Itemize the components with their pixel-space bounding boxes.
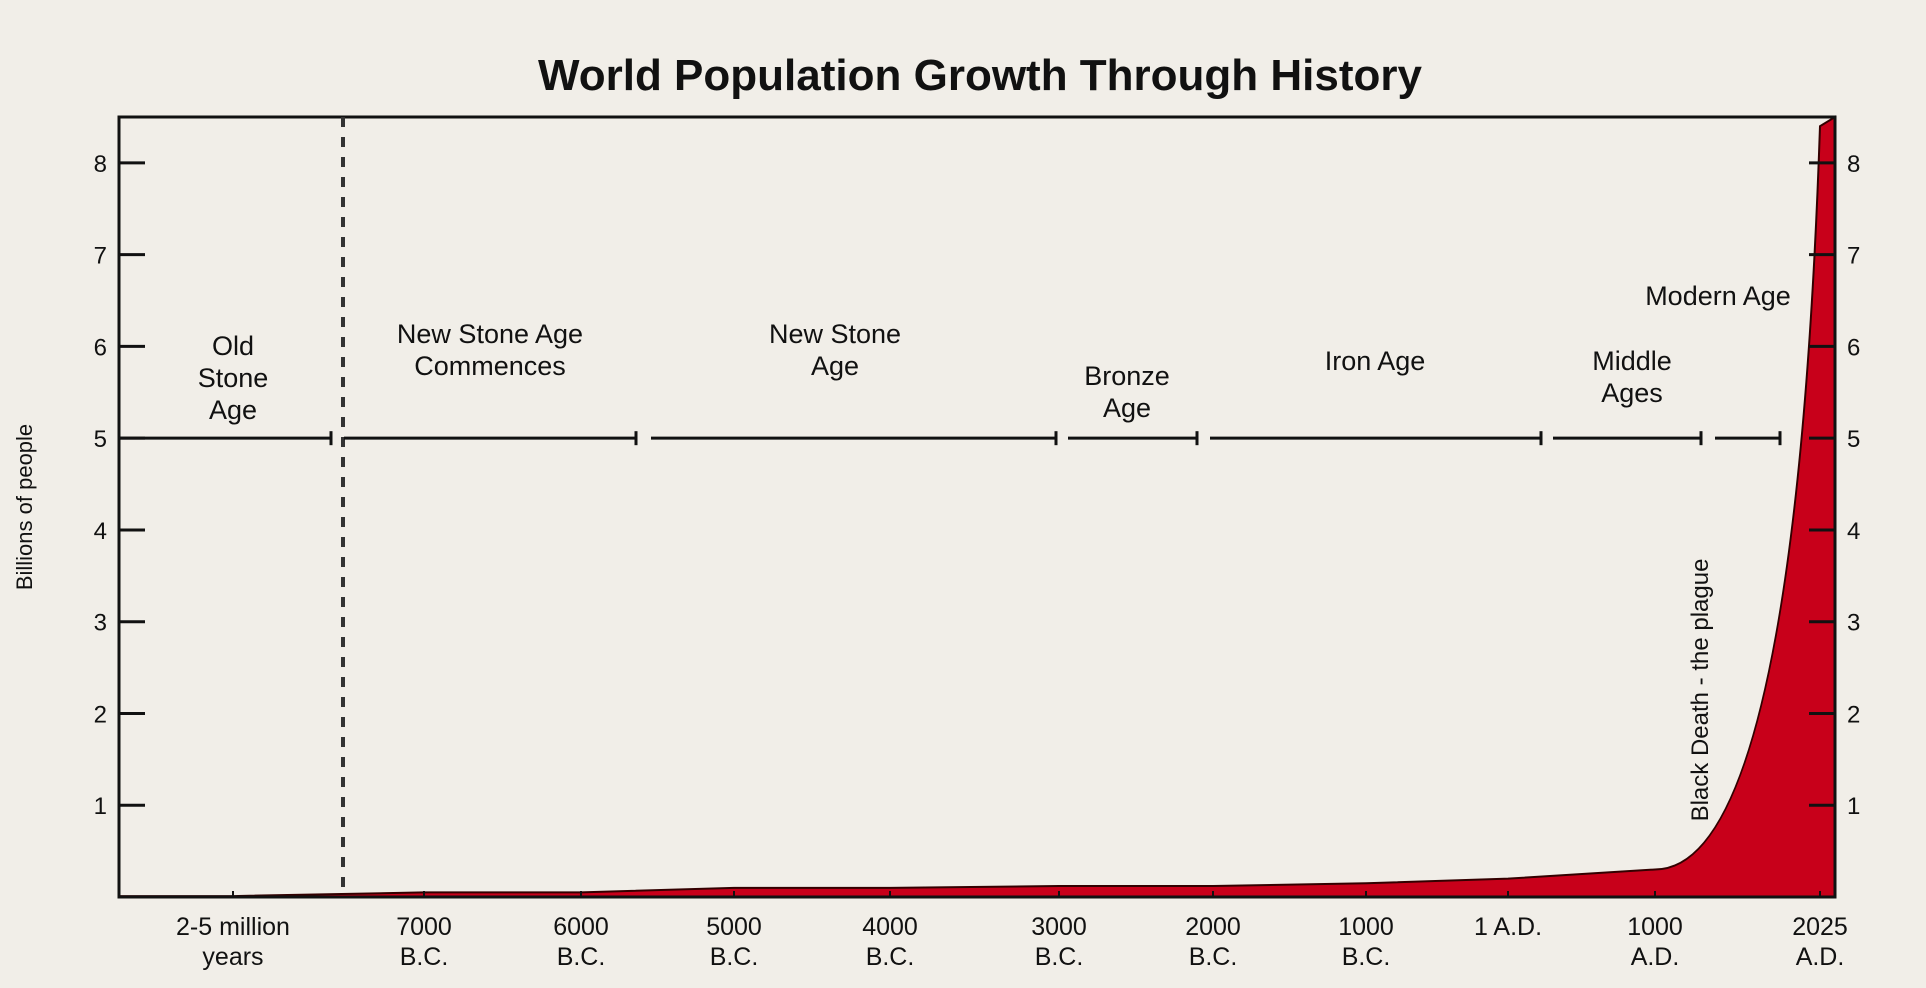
era-label: Bronze Age (1084, 361, 1170, 423)
era-label: New Stone Age Commences (396, 319, 584, 381)
x-tick-label: 6000 B.C. (553, 913, 609, 971)
x-tick-label: 4000 B.C. (862, 913, 918, 971)
x-tick-label: 1000 B.C. (1338, 913, 1394, 971)
era-label: Modern Age (1645, 281, 1791, 311)
y-tick-label: 6 (94, 334, 107, 361)
x-tick-label: 7000 B.C. (396, 913, 452, 971)
x-tick-label: 3000 B.C. (1031, 913, 1087, 971)
y2-tick-label: 8 (1847, 151, 1860, 178)
population-area (118, 115, 1836, 898)
y2-tick-label: 6 (1847, 334, 1860, 361)
y-axis-label: Billions of people (12, 424, 37, 590)
y2-tick-label: 3 (1847, 610, 1860, 637)
y-tick-label: 3 (94, 610, 107, 637)
era-label: Iron Age (1324, 346, 1426, 376)
y2-tick-label: 7 (1847, 243, 1860, 270)
annotation: Black Death - the plague (1687, 559, 1714, 822)
y-tick-label: 8 (94, 151, 107, 178)
y-tick-label: 5 (94, 426, 107, 453)
chart-title: World Population Growth Through History (538, 51, 1423, 100)
y-tick-label: 7 (94, 243, 107, 270)
y2-tick-label: 5 (1847, 426, 1860, 453)
x-tick-label: 2000 B.C. (1185, 913, 1241, 971)
plot-frame (117, 115, 1837, 899)
x-tick-label: 2-5 million years (176, 913, 290, 971)
y-tick-label: 2 (94, 701, 107, 728)
y-tick-label: 4 (94, 518, 107, 545)
x-tick-label: 1 A.D. (1473, 913, 1543, 941)
y2-tick-label: 2 (1847, 701, 1860, 728)
era-label: Middle Ages (1592, 346, 1672, 408)
y-tick-label: 1 (94, 793, 107, 820)
x-tick-label: 2025 A.D. (1792, 913, 1848, 971)
x-tick-label: 5000 B.C. (706, 913, 762, 971)
era-label: Old Stone Age (197, 331, 269, 425)
x-tick-label: 1000 A.D. (1627, 913, 1683, 971)
era-label: New Stone Age (768, 319, 902, 381)
y2-tick-label: 4 (1847, 518, 1860, 545)
y2-tick-label: 1 (1847, 793, 1860, 820)
